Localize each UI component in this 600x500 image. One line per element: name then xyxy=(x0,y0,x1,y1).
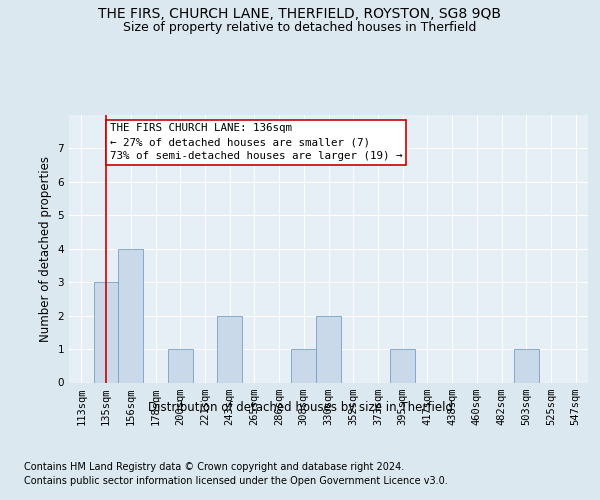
Bar xyxy=(514,349,539,382)
Bar xyxy=(118,248,143,382)
Text: THE FIRS CHURCH LANE: 136sqm
← 27% of detached houses are smaller (7)
73% of sem: THE FIRS CHURCH LANE: 136sqm ← 27% of de… xyxy=(110,124,402,162)
Bar xyxy=(168,349,193,382)
Text: Distribution of detached houses by size in Therfield: Distribution of detached houses by size … xyxy=(148,401,452,414)
Bar xyxy=(217,316,242,382)
Bar xyxy=(94,282,118,382)
Bar xyxy=(390,349,415,382)
Text: Size of property relative to detached houses in Therfield: Size of property relative to detached ho… xyxy=(124,21,476,34)
Text: Contains public sector information licensed under the Open Government Licence v3: Contains public sector information licen… xyxy=(24,476,448,486)
Text: THE FIRS, CHURCH LANE, THERFIELD, ROYSTON, SG8 9QB: THE FIRS, CHURCH LANE, THERFIELD, ROYSTO… xyxy=(98,8,502,22)
Text: Contains HM Land Registry data © Crown copyright and database right 2024.: Contains HM Land Registry data © Crown c… xyxy=(24,462,404,472)
Bar xyxy=(292,349,316,382)
Y-axis label: Number of detached properties: Number of detached properties xyxy=(39,156,52,342)
Bar xyxy=(316,316,341,382)
